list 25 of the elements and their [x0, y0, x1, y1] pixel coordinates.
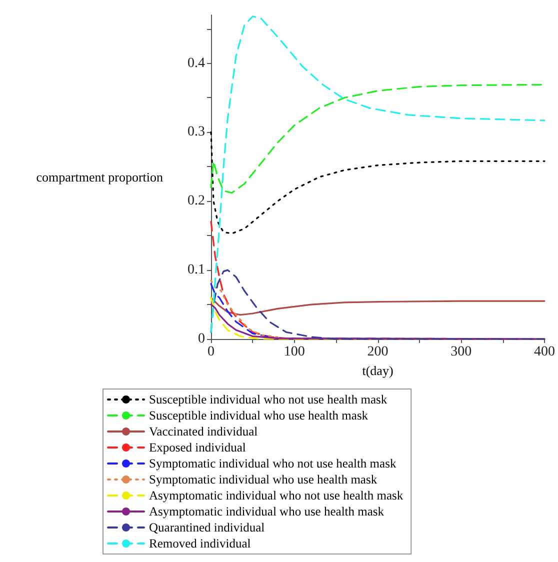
x-axis-title: t(day) [362, 362, 394, 378]
y-tick-label: 0 [198, 332, 205, 346]
y-tick-label: 0.2 [188, 194, 205, 209]
legend-label: Asymptomatic individual who not use health mask [149, 488, 404, 502]
line-series [210, 131, 546, 234]
legend-label: Symptomatic individual who use health mask [149, 472, 378, 486]
legend-label: Susceptible individual who use health mask [149, 408, 369, 422]
legend-label: Asymptomatic individual who use health mask [149, 504, 385, 518]
x-tick-label: 400 [534, 344, 555, 360]
line-series [210, 16, 546, 333]
legend-label: Removed individual [149, 536, 252, 550]
x-tick-label: 200 [367, 344, 388, 360]
legend-label: Susceptible individual who not use health mask [149, 392, 388, 406]
y-axis-title: compartment proportion [36, 170, 164, 184]
x-tick-label: 300 [450, 344, 472, 360]
legend-label: Vaccinated individual [149, 424, 258, 438]
legend-label: Exposed individual [149, 440, 246, 454]
line-series [210, 296, 546, 316]
x-tick-label: 100 [284, 344, 305, 360]
legend-label: Quarantined individual [149, 520, 266, 534]
x-tick-label: 0 [208, 344, 214, 360]
legend-label: Symptomatic individual who not use health mask [149, 456, 397, 470]
y-tick-label: 0.4 [188, 56, 205, 71]
y-tick-label: 0.1 [188, 262, 205, 278]
y-tick-label: 0.3 [188, 124, 205, 140]
